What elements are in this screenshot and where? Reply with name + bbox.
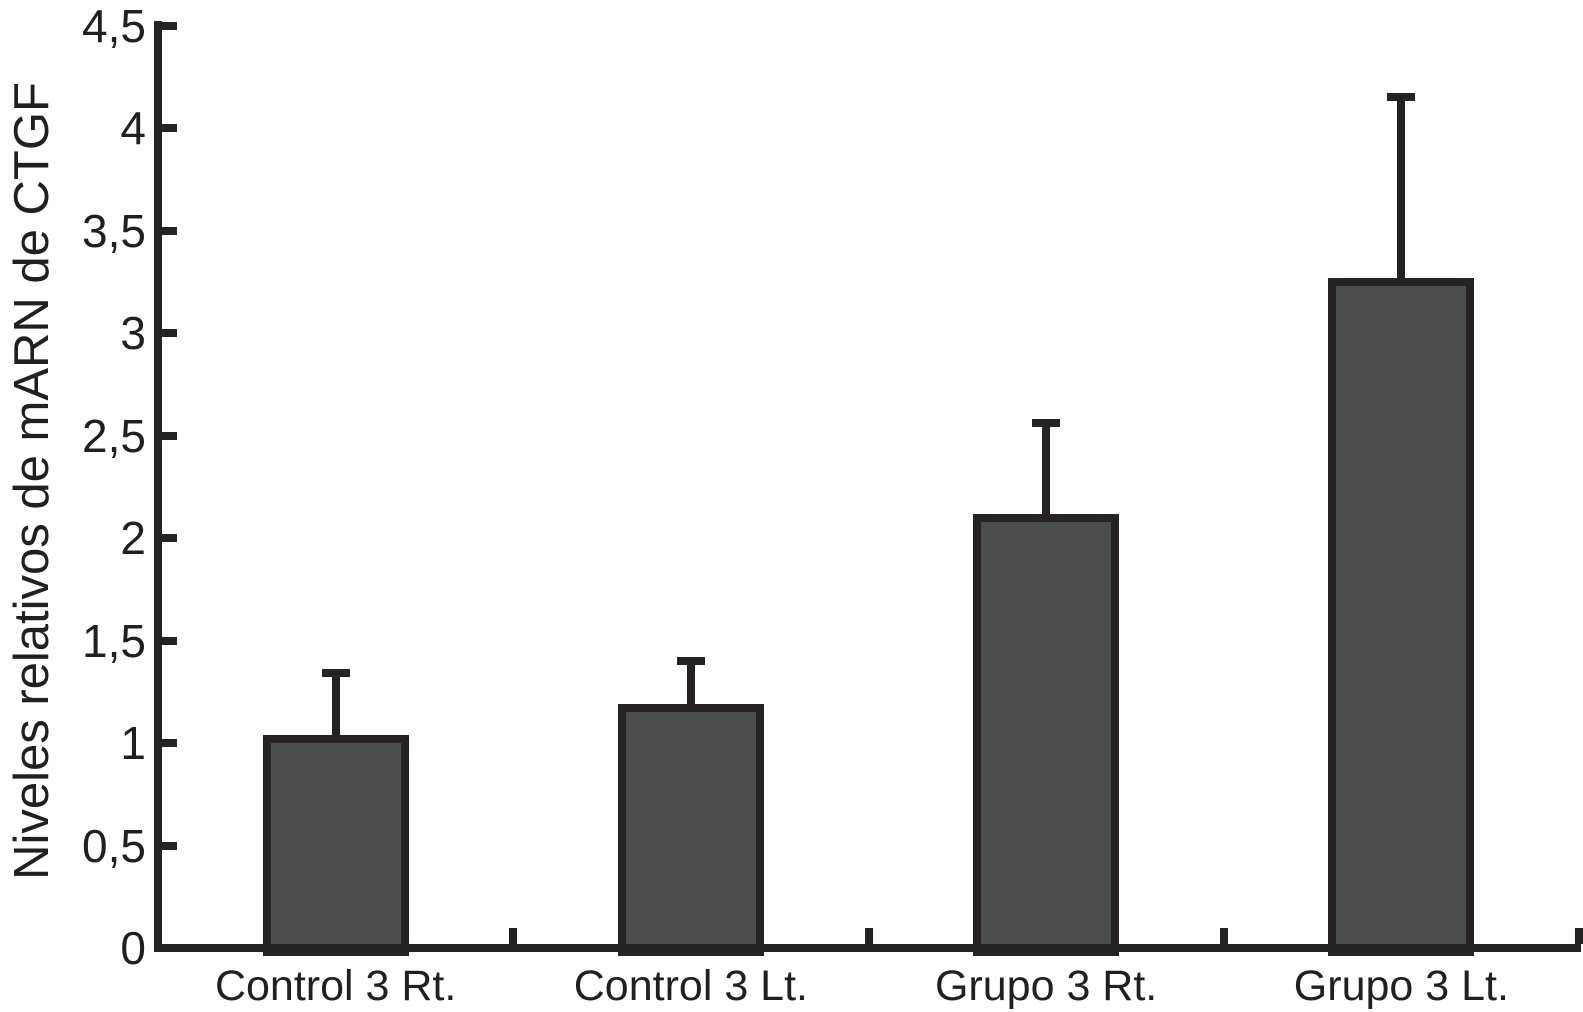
x-category-label: Control 3 Lt.: [573, 962, 808, 1010]
y-tick-mark: [162, 841, 177, 850]
y-tick-label: 3,5: [82, 204, 146, 257]
y-tick-mark: [162, 534, 177, 542]
y-tick-label: 1,5: [82, 614, 146, 667]
x-category-label: Grupo 3 Rt.: [934, 962, 1158, 1010]
x-boundary-tick-mark: [864, 928, 873, 944]
error-bar-cap: [1032, 419, 1061, 428]
x-axis-line: [154, 944, 1581, 952]
error-bar-cap: [676, 657, 705, 665]
error-bar-stem: [331, 673, 340, 743]
y-tick-mark: [162, 431, 177, 440]
bar: [617, 704, 764, 956]
error-bar-stem: [1397, 97, 1406, 286]
error-bar-cap: [321, 669, 350, 678]
y-axis-line: [154, 21, 162, 952]
y-tick-label: 1: [120, 717, 146, 769]
y-tick-mark: [162, 329, 177, 337]
bar: [1328, 277, 1475, 956]
error-bar-cap: [1387, 93, 1416, 102]
y-tick-mark: [162, 636, 177, 645]
y-tick-label: 2: [120, 512, 146, 564]
y-axis-title: Niveles relativos de mARN de CTGF: [5, 82, 59, 880]
y-tick-mark: [162, 226, 177, 235]
y-tick-label: 2,5: [82, 409, 146, 462]
y-tick-label: 4: [120, 102, 146, 154]
x-category-label: Grupo 3 Lt.: [1293, 962, 1509, 1010]
x-boundary-tick-mark: [1575, 928, 1583, 944]
y-tick-label: 0,5: [82, 819, 146, 872]
y-tick-label: 3: [120, 307, 146, 359]
bar: [973, 513, 1120, 956]
y-tick-mark: [162, 21, 177, 30]
y-tick-mark: [162, 124, 177, 132]
bar: [262, 734, 409, 956]
y-tick-mark: [162, 739, 177, 747]
error-bar-stem: [1042, 423, 1051, 522]
y-tick-label: 0: [120, 922, 146, 974]
x-boundary-tick-mark: [509, 928, 518, 944]
x-boundary-tick-mark: [1219, 928, 1228, 944]
error-bar-stem: [686, 661, 695, 713]
y-tick-label: 4,5: [82, 0, 146, 52]
x-category-label: Control 3 Rt.: [214, 962, 457, 1010]
